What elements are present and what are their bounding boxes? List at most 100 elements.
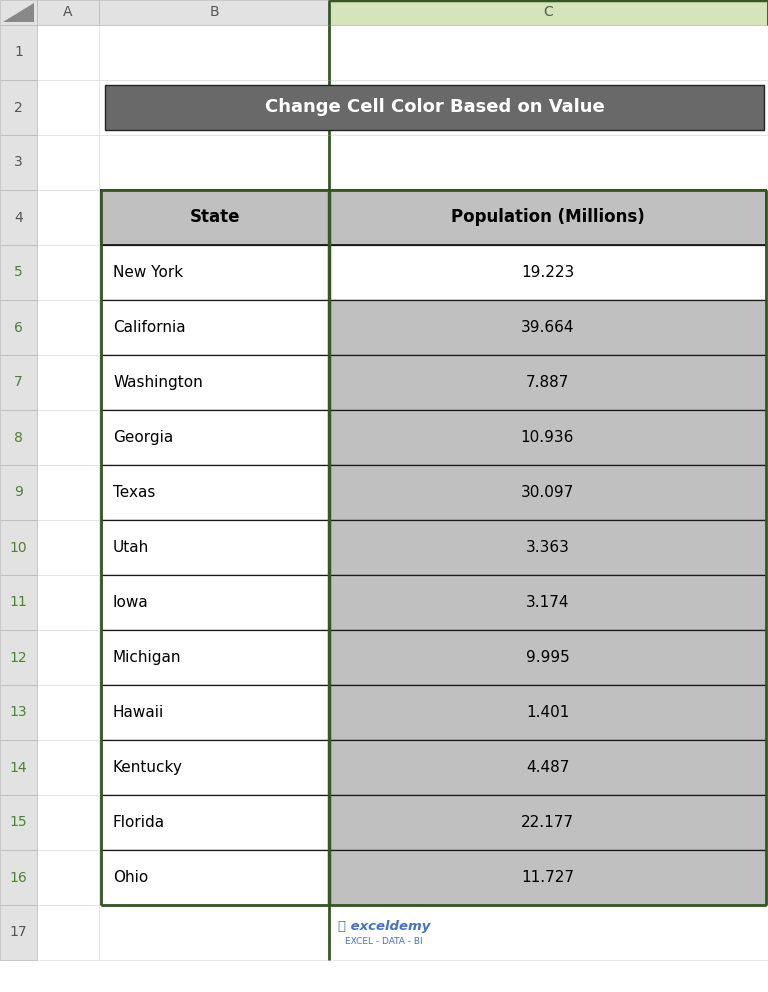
Bar bbox=[0, 575, 37, 630]
Bar bbox=[329, 190, 768, 245]
Bar bbox=[329, 80, 768, 135]
Text: 9: 9 bbox=[14, 485, 23, 500]
Bar bbox=[0, 685, 37, 740]
Text: Utah: Utah bbox=[113, 540, 149, 555]
Text: Georgia: Georgia bbox=[113, 430, 174, 445]
Bar bbox=[37, 135, 99, 190]
Bar bbox=[37, 190, 99, 245]
Bar bbox=[0, 850, 37, 905]
Bar bbox=[0, 25, 37, 80]
Bar bbox=[0, 520, 37, 575]
Text: Iowa: Iowa bbox=[113, 595, 149, 610]
Bar bbox=[37, 630, 99, 685]
Bar bbox=[99, 905, 329, 960]
Bar bbox=[37, 0, 99, 25]
Bar bbox=[99, 245, 329, 300]
Bar bbox=[329, 850, 766, 905]
Text: 7: 7 bbox=[14, 376, 23, 390]
Text: 14: 14 bbox=[10, 761, 28, 775]
Bar bbox=[37, 410, 99, 465]
Bar bbox=[99, 300, 329, 355]
Text: 10: 10 bbox=[10, 541, 28, 555]
Bar bbox=[99, 630, 329, 685]
Bar bbox=[37, 355, 99, 410]
Bar bbox=[0, 245, 37, 300]
Bar bbox=[99, 190, 329, 245]
Bar bbox=[0, 190, 37, 245]
Bar bbox=[99, 135, 329, 190]
Bar bbox=[329, 25, 768, 80]
Bar bbox=[329, 740, 766, 795]
Bar bbox=[101, 685, 329, 740]
Text: 5: 5 bbox=[14, 266, 23, 280]
Bar bbox=[0, 740, 37, 795]
Text: 16: 16 bbox=[10, 871, 28, 885]
Bar bbox=[99, 0, 329, 25]
Text: State: State bbox=[190, 208, 240, 226]
Bar bbox=[329, 300, 766, 355]
Bar bbox=[329, 630, 768, 685]
Text: Population (Millions): Population (Millions) bbox=[451, 208, 644, 226]
Bar bbox=[0, 905, 37, 960]
Bar bbox=[105, 85, 764, 130]
Bar bbox=[101, 630, 329, 685]
Text: 11: 11 bbox=[10, 595, 28, 609]
Bar bbox=[329, 355, 768, 410]
Bar bbox=[329, 905, 768, 960]
Bar bbox=[329, 245, 768, 300]
Bar bbox=[99, 355, 329, 410]
Bar bbox=[37, 905, 99, 960]
Bar bbox=[37, 80, 99, 135]
Text: 7.887: 7.887 bbox=[526, 375, 569, 390]
Text: 15: 15 bbox=[10, 815, 28, 829]
Bar bbox=[99, 520, 329, 575]
Text: Texas: Texas bbox=[113, 485, 155, 500]
Text: Kentucky: Kentucky bbox=[113, 760, 183, 775]
Bar bbox=[329, 245, 766, 300]
Bar bbox=[329, 190, 766, 245]
Bar bbox=[329, 355, 766, 410]
Bar bbox=[101, 355, 329, 410]
Text: A: A bbox=[63, 6, 73, 20]
Bar bbox=[37, 465, 99, 520]
Bar bbox=[0, 630, 37, 685]
Text: Ⓖ exceldemy: Ⓖ exceldemy bbox=[338, 920, 430, 933]
Bar bbox=[329, 0, 768, 25]
Bar bbox=[99, 575, 329, 630]
Bar bbox=[37, 245, 99, 300]
Bar bbox=[329, 465, 768, 520]
Text: California: California bbox=[113, 320, 186, 335]
Bar bbox=[101, 850, 329, 905]
Bar bbox=[99, 850, 329, 905]
Bar bbox=[0, 355, 37, 410]
Bar bbox=[0, 795, 37, 850]
Text: 4.487: 4.487 bbox=[526, 760, 569, 775]
Text: 3: 3 bbox=[14, 156, 23, 170]
Text: 19.223: 19.223 bbox=[521, 265, 574, 280]
Bar bbox=[329, 410, 768, 465]
Bar bbox=[329, 300, 768, 355]
Bar bbox=[329, 575, 766, 630]
Bar bbox=[0, 465, 37, 520]
Bar bbox=[329, 850, 768, 905]
Bar bbox=[329, 410, 766, 465]
Bar bbox=[99, 80, 329, 135]
Bar bbox=[101, 520, 329, 575]
Bar bbox=[329, 740, 768, 795]
Bar bbox=[37, 685, 99, 740]
Bar bbox=[101, 795, 329, 850]
Bar bbox=[0, 300, 37, 355]
Text: 1.401: 1.401 bbox=[526, 705, 569, 720]
Bar bbox=[37, 850, 99, 905]
Text: 13: 13 bbox=[10, 705, 28, 719]
Bar bbox=[329, 685, 768, 740]
Bar bbox=[101, 190, 329, 245]
Text: 8: 8 bbox=[14, 431, 23, 444]
Text: Florida: Florida bbox=[113, 815, 165, 830]
Text: B: B bbox=[209, 6, 219, 20]
Bar bbox=[329, 795, 768, 850]
Polygon shape bbox=[3, 3, 34, 22]
Text: C: C bbox=[544, 6, 554, 20]
Text: 4: 4 bbox=[14, 210, 23, 224]
Bar bbox=[0, 0, 37, 25]
